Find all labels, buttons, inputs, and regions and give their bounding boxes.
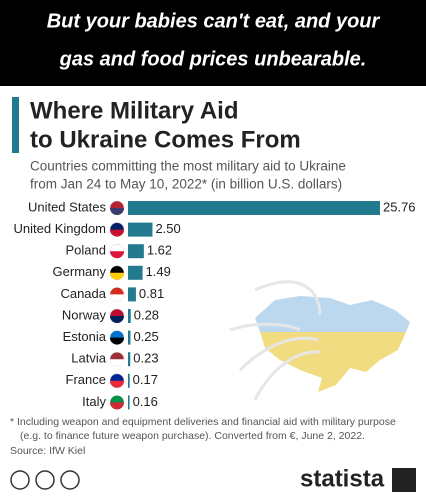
category-label: Norway	[62, 307, 107, 322]
value-label: 0.23	[133, 351, 158, 366]
value-label: 2.50	[155, 221, 180, 236]
category-label: Germany	[53, 264, 107, 279]
footnote: * Including weapon and equipment deliver…	[10, 416, 396, 428]
bar	[128, 330, 131, 345]
banner-line: gas and food prices unbearable.	[59, 48, 367, 70]
value-label: 0.16	[133, 394, 158, 409]
license-icons	[10, 470, 80, 490]
flag	[110, 316, 124, 323]
bar	[128, 373, 130, 388]
value-label: 0.81	[139, 286, 164, 301]
footnote: (e.g. to finance future weapon purchase)…	[20, 430, 365, 442]
value-label: 25.76	[383, 199, 416, 214]
flag	[110, 208, 124, 215]
banner-line: But your babies can't eat, and your	[47, 10, 381, 32]
flag	[110, 294, 124, 302]
bar	[128, 244, 144, 259]
category-label: Poland	[66, 243, 106, 258]
flag	[110, 402, 124, 410]
category-label: Estonia	[63, 329, 107, 344]
flag	[110, 272, 124, 280]
flag	[110, 337, 124, 345]
bar	[128, 287, 136, 302]
bar	[128, 352, 131, 367]
flag	[110, 380, 124, 388]
chart-subtitle: Countries committing the most military a…	[30, 159, 346, 174]
chart-title: Where Military Aid	[30, 97, 238, 124]
logo: statista	[300, 465, 385, 492]
category-label: Latvia	[71, 351, 106, 366]
value-label: 1.62	[147, 243, 172, 258]
category-label: Canada	[60, 286, 106, 301]
source: Source: IfW Kiel	[10, 445, 85, 457]
bar	[128, 265, 143, 280]
flag	[110, 359, 124, 367]
category-label: United Kingdom	[14, 221, 107, 236]
value-label: 0.17	[133, 372, 158, 387]
flag	[110, 251, 124, 259]
value-label: 0.28	[134, 307, 159, 322]
logo-mark	[392, 468, 416, 492]
bar	[128, 222, 153, 237]
title-accent	[12, 97, 19, 153]
bar	[128, 395, 130, 410]
banner-background	[0, 0, 426, 86]
map-decoration	[229, 280, 410, 401]
bar	[128, 309, 131, 323]
flag	[110, 229, 124, 237]
chart-title: to Ukraine Comes From	[30, 126, 301, 153]
value-label: 0.25	[133, 329, 158, 344]
category-label: Italy	[82, 394, 106, 409]
value-label: 1.49	[146, 264, 171, 279]
chart-subtitle: from Jan 24 to May 10, 2022* (in billion…	[30, 177, 342, 192]
bar	[128, 201, 380, 215]
category-label: United States	[28, 199, 107, 214]
category-label: France	[66, 372, 106, 387]
